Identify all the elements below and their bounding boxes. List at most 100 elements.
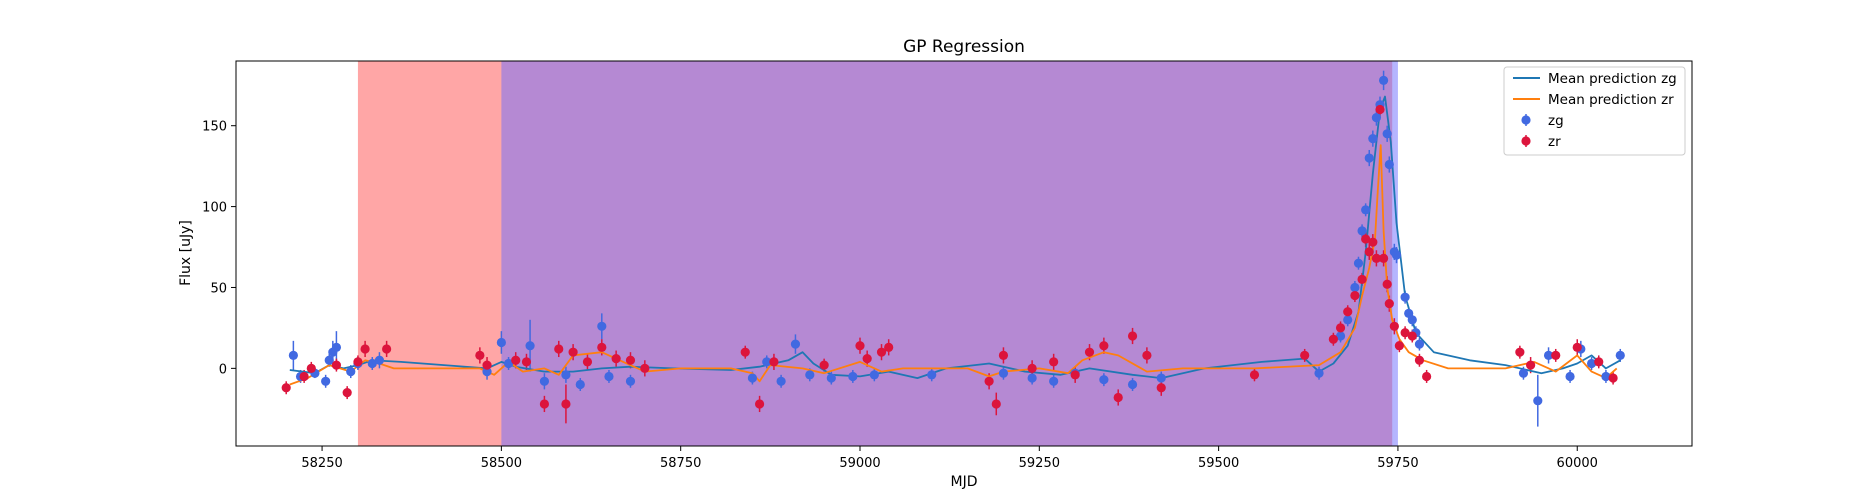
- data-point-zr: [1551, 350, 1561, 361]
- data-point-zr: [1400, 328, 1410, 338]
- data-point-zr: [991, 399, 1001, 409]
- data-point-zg: [762, 357, 772, 367]
- data-point-zg: [747, 373, 758, 383]
- data-point-zg: [927, 370, 937, 380]
- data-point-zr: [1375, 104, 1385, 115]
- data-point-zg: [1391, 250, 1402, 260]
- data-point-zr: [1368, 237, 1378, 247]
- data-point-zr: [1300, 350, 1310, 361]
- y-tick-label: 150: [202, 120, 227, 135]
- data-point-zr: [884, 342, 894, 352]
- data-point-zr: [597, 342, 607, 352]
- data-point-zg: [1099, 375, 1109, 385]
- x-axis-label: MJD: [951, 474, 978, 490]
- data-point-zr: [984, 376, 994, 386]
- data-point-zg: [1335, 331, 1346, 341]
- y-axis-label: Flux [uJy]: [178, 220, 194, 286]
- data-point-zg: [496, 337, 506, 348]
- data-point-zr: [1249, 370, 1260, 380]
- data-point-zr: [1364, 247, 1374, 257]
- data-point-zr: [1113, 392, 1123, 403]
- data-point-zg: [1586, 358, 1597, 369]
- chart-title: GP Regression: [903, 37, 1025, 57]
- data-point-zg: [561, 370, 571, 380]
- data-point-zr: [625, 355, 636, 365]
- data-point-zg: [1314, 368, 1324, 378]
- data-point-zg: [604, 371, 614, 382]
- data-point-zr: [1515, 347, 1525, 357]
- data-point-zr: [1350, 290, 1360, 301]
- data-point-zg: [1601, 371, 1611, 382]
- data-point-zg: [331, 342, 342, 352]
- x-tick-label: 60000: [1557, 456, 1598, 471]
- data-point-zr: [998, 350, 1009, 361]
- data-point-zr: [1382, 279, 1392, 289]
- y-axis-ticks: 0 50 100 150: [202, 120, 236, 377]
- legend-marker-zg: [1521, 115, 1531, 125]
- data-point-zg: [1027, 373, 1037, 383]
- data-point-zg: [367, 358, 377, 369]
- data-point-zg: [998, 368, 1009, 378]
- data-point-zg: [1361, 205, 1371, 215]
- data-point-zr: [1099, 341, 1109, 351]
- x-tick-label: 58250: [301, 456, 342, 471]
- data-point-zr: [554, 344, 564, 354]
- data-point-zg: [1049, 376, 1059, 386]
- data-point-zg: [805, 370, 815, 380]
- data-point-zg: [324, 355, 334, 365]
- data-point-zr: [740, 347, 750, 357]
- data-point-zg: [1364, 153, 1374, 163]
- data-point-zg: [1378, 75, 1389, 86]
- data-point-zg: [1400, 292, 1410, 302]
- data-point-zr: [360, 344, 370, 354]
- data-point-zr: [1422, 371, 1432, 382]
- x-axis-ticks: 58250 58500 58750 59000 59250 59500 59750 60000: [301, 446, 1598, 471]
- plot-frame: [235, 60, 1693, 447]
- y-tick-label: 0: [219, 362, 227, 377]
- data-point-zr: [862, 354, 872, 364]
- data-point-zg: [1382, 129, 1392, 139]
- legend-swatch-zg-points: [1521, 114, 1531, 126]
- data-point-zg: [321, 376, 331, 386]
- legend-label-zg-points: zg: [1548, 113, 1564, 129]
- data-point-zr: [1378, 253, 1389, 263]
- data-point-zr: [1608, 373, 1618, 383]
- data-point-zr: [1049, 357, 1059, 367]
- legend-marker-zr: [1521, 136, 1531, 146]
- data-point-zr: [1394, 341, 1404, 351]
- data-point-zg: [1368, 134, 1378, 144]
- data-point-zg: [575, 379, 585, 390]
- data-point-zr: [754, 399, 765, 409]
- data-point-zg: [1127, 379, 1138, 390]
- data-point-zg: [776, 376, 786, 386]
- data-point-zg: [539, 376, 550, 386]
- data-point-zr: [1335, 323, 1346, 333]
- legend-label-zr-points: zr: [1548, 134, 1561, 150]
- data-point-zr: [1526, 360, 1536, 370]
- data-point-zr: [482, 360, 492, 370]
- data-point-zg: [597, 321, 607, 331]
- data-point-zg: [1407, 315, 1417, 325]
- data-point-zr: [1127, 331, 1138, 341]
- data-point-zr: [475, 350, 485, 361]
- data-point-zr: [1384, 299, 1394, 309]
- data-point-zr: [561, 399, 571, 409]
- data-point-zg: [503, 358, 514, 369]
- data-point-zr: [876, 347, 887, 357]
- x-tick-label: 58500: [481, 456, 522, 471]
- data-point-zg: [1414, 339, 1425, 349]
- data-point-zg: [1353, 258, 1364, 268]
- legend-box: [1503, 66, 1686, 156]
- data-point-zg: [826, 373, 836, 383]
- data-point-zg: [288, 350, 298, 361]
- data-point-zr: [582, 357, 593, 367]
- data-point-zg: [1350, 282, 1360, 293]
- data-point-zg: [625, 376, 636, 386]
- data-point-zr: [1070, 370, 1080, 380]
- data-point-zr: [1407, 331, 1417, 341]
- data-point-zr: [1414, 355, 1425, 365]
- data-point-zg: [1371, 113, 1382, 123]
- data-point-zg: [790, 339, 801, 349]
- data-point-zg: [869, 370, 879, 380]
- data-point-zr: [1361, 234, 1371, 244]
